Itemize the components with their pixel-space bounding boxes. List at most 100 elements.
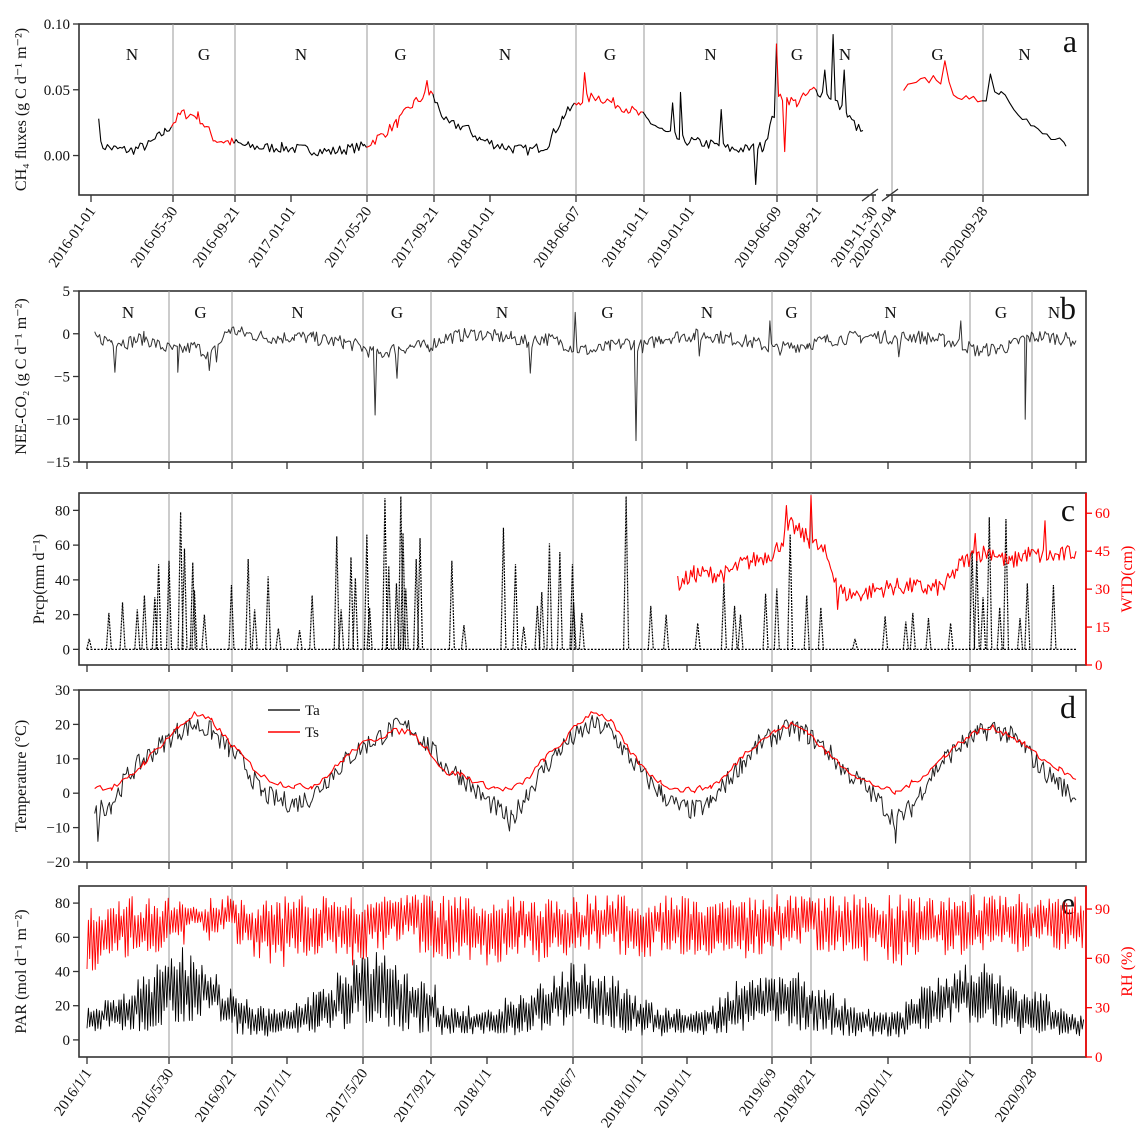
precipitation-bar (968, 550, 976, 650)
precipitation-bar (402, 588, 409, 650)
x-tick-label: 2017/1/1 (252, 1066, 296, 1119)
precipitation-bar (275, 628, 282, 650)
precipitation-bar (647, 605, 654, 650)
plot-frame-b (78, 290, 1087, 463)
y-tick-label: 20 (55, 608, 70, 624)
precipitation-bar (165, 560, 173, 650)
phase-label-G: G (931, 45, 943, 64)
precipitation-bar (201, 614, 208, 650)
x-tick-label: 2018/1/1 (452, 1066, 496, 1119)
x-tick-label: 2016/9/21 (192, 1066, 240, 1125)
y2-axis-label: RH (%) (1119, 946, 1136, 996)
rh-line (86, 893, 1085, 971)
precipitation-bar (538, 592, 545, 650)
y-axis-label: Temperature (°C) (13, 720, 30, 832)
precipitation-bar (385, 565, 392, 650)
precipitation-bar (737, 614, 744, 650)
y2-tick-label: 0 (1095, 1050, 1103, 1066)
x-tick-label: 2018-06-07 (531, 204, 585, 271)
precipitation-bar (333, 536, 340, 650)
y-tick-label: 0.10 (44, 17, 70, 33)
precipitation-bar (762, 593, 769, 650)
precipitation-bar (986, 517, 993, 650)
panel-letter: a (1063, 23, 1077, 59)
legend-label-Ta: Ta (305, 703, 320, 719)
precipitation-bar (979, 597, 987, 650)
precipitation-bar (902, 621, 909, 650)
wtd-line (677, 494, 1077, 610)
y-tick-label: 20 (55, 717, 70, 733)
x-tick-label: 2018/10/11 (598, 1066, 650, 1131)
precipitation-bar (460, 624, 468, 650)
precipitation-bar (177, 512, 184, 650)
x-tick-label: 2018-10-11 (599, 204, 652, 270)
ch4-flux-line (170, 109, 235, 146)
panel-letter: b (1060, 290, 1076, 326)
ch4-flux-line (233, 139, 367, 157)
phase-label-G: G (995, 303, 1007, 322)
precipitation-bar (191, 590, 198, 650)
precipitation-bar (338, 609, 345, 650)
precipitation-bar (251, 609, 258, 650)
y-tick-label: 0 (63, 327, 71, 343)
precipitation-bar (694, 623, 701, 650)
x-tick-label: 2020/9/28 (992, 1066, 1040, 1125)
x-tick-label: 2019/1/1 (652, 1066, 696, 1119)
y2-tick-label: 45 (1095, 544, 1110, 560)
precipitation-bar (416, 538, 424, 650)
precipitation-bar (155, 564, 162, 650)
y-tick-label: 40 (55, 573, 70, 589)
plot-frame-a (78, 23, 1089, 196)
x-tick-label: 2017-05-20 (322, 204, 375, 271)
precipitation-bar (882, 616, 889, 650)
precipitation-bar (363, 534, 370, 650)
ch4-flux-line (775, 43, 817, 153)
precipitation-bar (296, 630, 303, 650)
precipitation-bar (925, 618, 932, 650)
y-tick-label: −20 (47, 855, 70, 871)
x-tick-label: 2017-01-01 (246, 204, 299, 271)
y-tick-label: −10 (47, 412, 70, 428)
x-tick-label: 2017/5/20 (323, 1066, 371, 1125)
precipitation-bar (996, 607, 1003, 650)
par-line (86, 947, 1085, 1038)
precipitation-bar (245, 559, 252, 650)
x-tick-label: 2018-01-01 (445, 204, 498, 271)
phase-label-N: N (496, 303, 508, 322)
y2-tick-label: 60 (1095, 951, 1110, 967)
precipitation-bar (546, 543, 553, 650)
phase-label-N: N (499, 45, 511, 64)
precipitation-bar (393, 583, 400, 650)
precipitation-bar (366, 607, 373, 650)
precipitation-bar (520, 626, 527, 650)
phase-label-N: N (884, 303, 896, 322)
y-tick-label: 60 (55, 930, 70, 946)
y2-tick-label: 60 (1095, 506, 1110, 522)
y-tick-label: 80 (55, 896, 70, 912)
phase-label-G: G (198, 45, 210, 64)
x-tick-label: 2016-09-21 (190, 204, 243, 271)
precipitation-bar (189, 562, 196, 650)
precipitation-bar (851, 638, 859, 650)
precipitation-bar (1024, 583, 1031, 650)
phase-label-G: G (604, 45, 616, 64)
precipitation-bar (909, 612, 916, 650)
y2-tick-label: 30 (1095, 1001, 1110, 1017)
precipitation-bar (381, 498, 389, 650)
phase-label-N: N (295, 45, 307, 64)
y-tick-label: 0.00 (44, 149, 70, 165)
plot-frame-d (78, 689, 1087, 863)
precipitation-bar (569, 564, 576, 650)
phase-label-G: G (194, 303, 206, 322)
precipitation-bar (181, 548, 188, 650)
precipitation-bar (534, 605, 541, 650)
phase-label-G: G (791, 45, 803, 64)
precipitation-bar (973, 557, 980, 650)
precipitation-bar (663, 614, 670, 650)
ch4-flux-line (815, 33, 864, 132)
precipitation-bar (309, 595, 316, 650)
precipitation-bar (1050, 585, 1057, 650)
ch4-flux-line (432, 93, 575, 156)
ch4-flux-line (366, 80, 434, 148)
